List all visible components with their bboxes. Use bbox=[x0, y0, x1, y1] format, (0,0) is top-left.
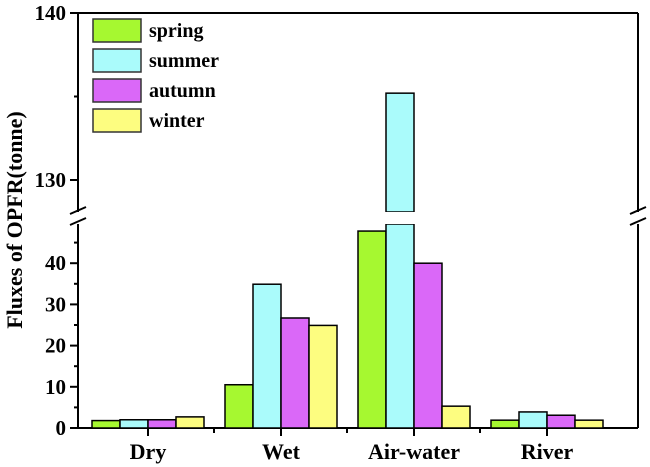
x-axis-ticks: Dry Wet Air-water River bbox=[130, 428, 574, 464]
legend-swatch-summer bbox=[92, 48, 142, 73]
y-tick-label: 20 bbox=[45, 334, 66, 358]
legend-label-spring: spring bbox=[149, 20, 203, 42]
y-tick-label: 40 bbox=[45, 251, 66, 275]
bar-autumn-river bbox=[546, 414, 576, 429]
y-tick-label: 140 bbox=[35, 1, 67, 25]
x-category-label: River bbox=[521, 439, 574, 464]
y-axis-title: Fluxes of OPFR(tonne) bbox=[2, 111, 27, 329]
axis-break-marks bbox=[69, 206, 647, 226]
x-category-label: Dry bbox=[130, 439, 167, 464]
bar-spring-air-water bbox=[357, 230, 387, 429]
bar-summer-river bbox=[518, 411, 548, 429]
legend: spring summer autumn winter bbox=[92, 18, 219, 133]
y-tick-label: 30 bbox=[45, 292, 66, 316]
bar-spring-dry bbox=[91, 419, 121, 429]
legend-label-autumn: autumn bbox=[149, 80, 216, 102]
x-category-label: Air-water bbox=[368, 439, 460, 464]
bar-autumn-wet bbox=[280, 317, 310, 429]
bar-winter-wet bbox=[308, 324, 338, 429]
bar-spring-wet bbox=[224, 383, 254, 429]
bar-winter-dry bbox=[175, 416, 205, 429]
legend-label-summer: summer bbox=[149, 50, 219, 72]
bar-winter-river bbox=[574, 419, 604, 429]
bar-winter-air-water bbox=[441, 405, 471, 429]
y-tick-label: 0 bbox=[56, 416, 67, 440]
legend-label-winter: winter bbox=[149, 110, 205, 132]
bar-autumn-dry bbox=[147, 419, 177, 429]
y-tick-label: 130 bbox=[35, 168, 67, 192]
bar-spring-river bbox=[490, 419, 520, 429]
bar-summer-air-water-upper bbox=[385, 92, 415, 213]
bars-group bbox=[91, 92, 604, 429]
x-category-label: Wet bbox=[262, 439, 301, 464]
bar-summer-air-water-lower bbox=[385, 223, 415, 429]
bar-autumn-air-water bbox=[413, 262, 443, 429]
bar-summer-dry bbox=[119, 419, 149, 429]
legend-swatch-winter bbox=[92, 108, 142, 133]
legend-swatch-autumn bbox=[92, 78, 142, 103]
bar-summer-wet bbox=[252, 283, 282, 429]
y-axis-ticks: 0 10 20 30 40 130 140 bbox=[35, 1, 78, 440]
legend-swatch-spring bbox=[92, 18, 142, 43]
y-tick-label: 10 bbox=[45, 375, 66, 399]
